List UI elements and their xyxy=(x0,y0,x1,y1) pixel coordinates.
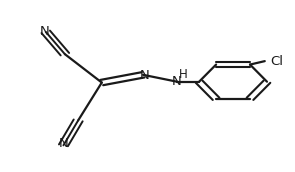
Text: N: N xyxy=(172,75,182,88)
Text: N: N xyxy=(58,137,68,150)
Text: N: N xyxy=(140,69,150,82)
Text: Cl: Cl xyxy=(270,55,283,68)
Text: H: H xyxy=(179,68,188,81)
Text: N: N xyxy=(39,25,49,38)
